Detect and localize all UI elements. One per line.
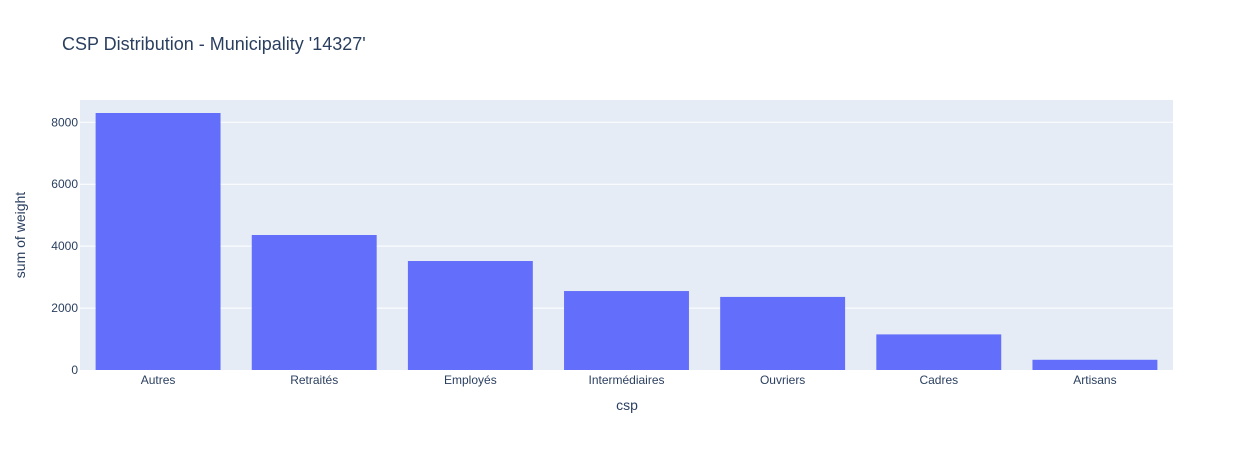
x-axis-title: csp xyxy=(616,397,638,413)
bar-employés[interactable] xyxy=(407,261,533,370)
y-axis-ticks: 0 2000 4000 6000 8000 xyxy=(51,115,78,377)
y-tick-label: 6000 xyxy=(51,177,78,191)
y-tick-label: 2000 xyxy=(51,301,78,315)
bar-autres[interactable] xyxy=(95,113,221,371)
bar-retraités[interactable] xyxy=(251,235,377,370)
bar-artisans[interactable] xyxy=(1032,359,1158,370)
y-tick-label: 0 xyxy=(71,363,78,377)
x-tick-label: Cadres xyxy=(919,373,958,387)
x-axis-ticks: Autres Retraités Employés Intermédiaires Ouv… xyxy=(141,373,1117,387)
x-tick-label: Retraités xyxy=(290,373,338,387)
x-tick-label: Artisans xyxy=(1073,373,1116,387)
y-axis-title: sum of weight xyxy=(12,192,28,278)
x-tick-label: Ouvriers xyxy=(760,373,805,387)
x-tick-label: Intermédiaires xyxy=(588,373,664,387)
bars xyxy=(95,113,1158,371)
bar-cadres[interactable] xyxy=(876,334,1002,370)
bar-intermédiaires[interactable] xyxy=(564,291,689,370)
x-tick-label: Autres xyxy=(141,373,176,387)
chart-title: CSP Distribution - Municipality '14327' xyxy=(62,34,366,54)
x-tick-label: Employés xyxy=(444,373,497,387)
bar-ouvriers[interactable] xyxy=(720,296,846,370)
y-tick-label: 8000 xyxy=(51,115,78,129)
y-tick-label: 4000 xyxy=(51,239,78,253)
